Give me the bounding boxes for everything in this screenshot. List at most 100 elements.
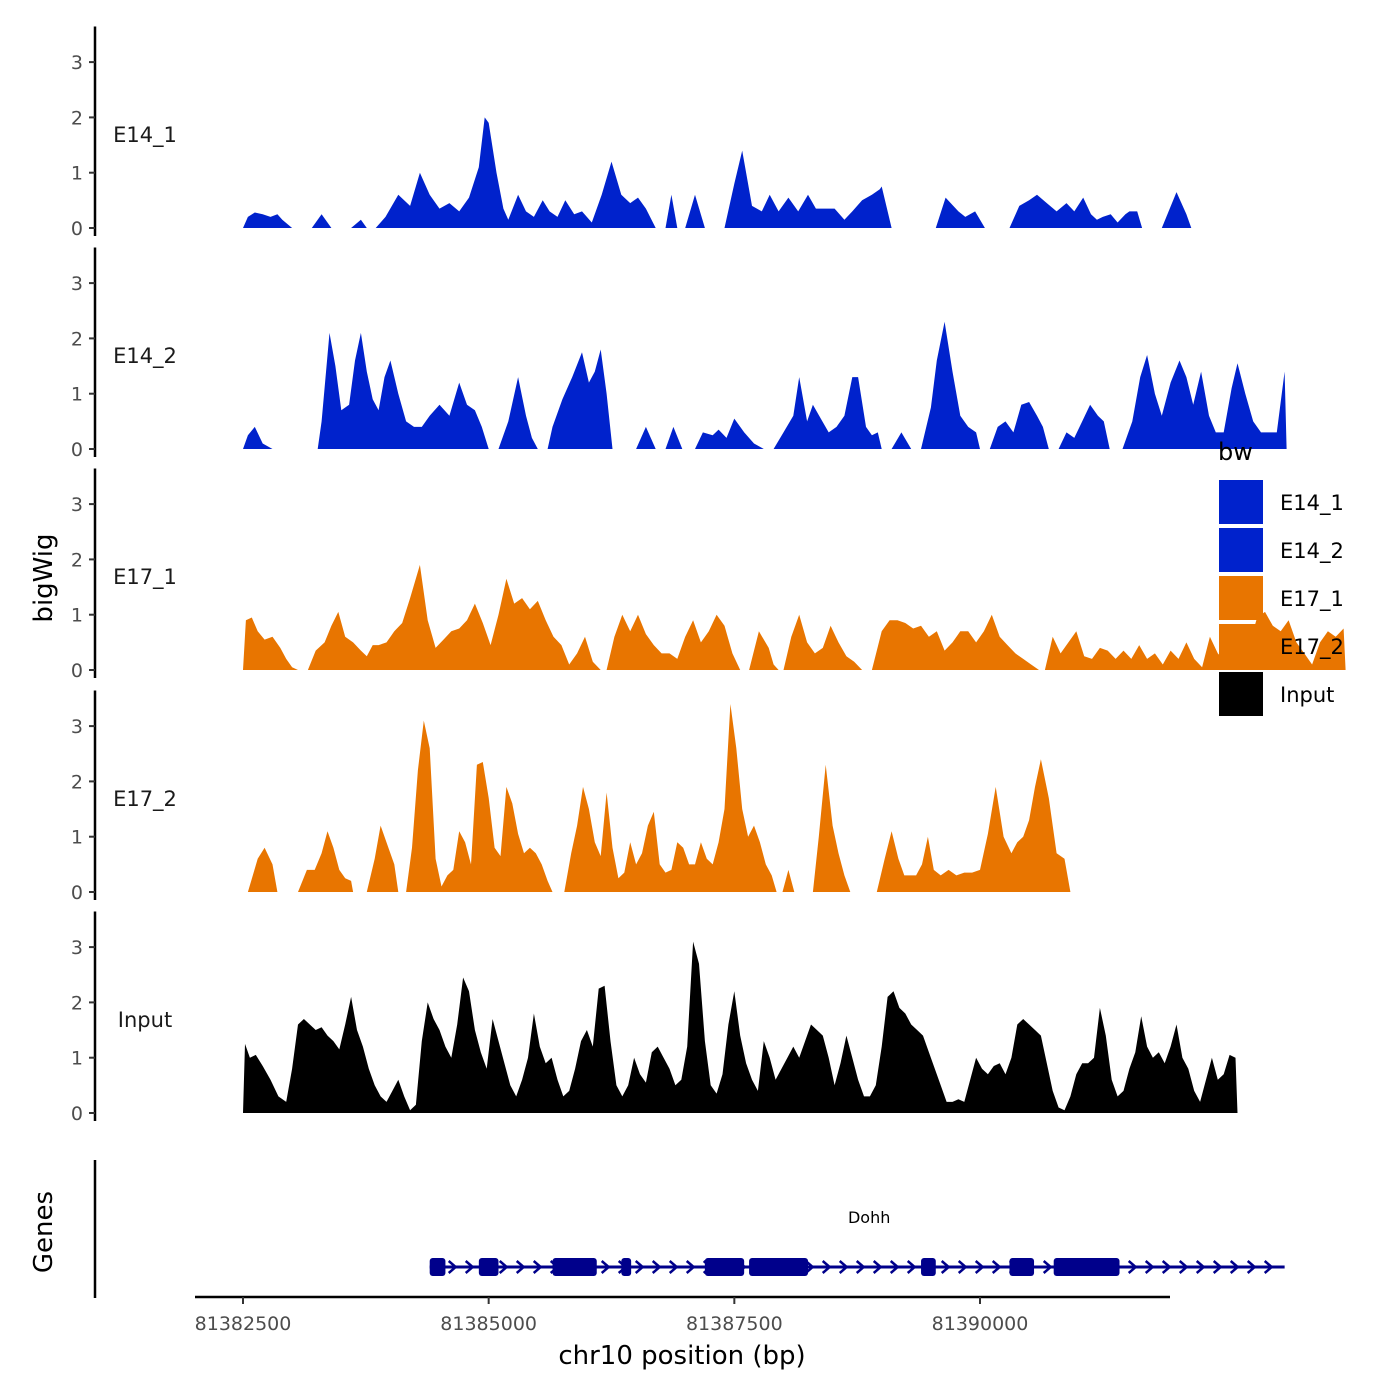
coverage-area [298, 831, 354, 892]
coverage-area [783, 614, 863, 670]
legend-label: E14_1 [1280, 491, 1344, 516]
genes-layer: Dohh [93, 1160, 1285, 1298]
coverage-area [351, 219, 367, 228]
strand-arrow [872, 1260, 883, 1274]
coverage-area [636, 426, 656, 449]
y-tick-label: 3 [71, 937, 83, 959]
coverage-area [891, 432, 912, 449]
legend-label: E14_2 [1280, 539, 1344, 564]
strand-arrow [651, 1260, 662, 1274]
coverage-area [375, 117, 656, 228]
strand-arrow [957, 1260, 968, 1274]
coverage-area [876, 759, 1071, 892]
y-tick-label: 3 [71, 273, 83, 295]
legend-swatch [1219, 672, 1263, 716]
strand-arrow [464, 1260, 475, 1274]
y-axis-title: bigWig [29, 533, 59, 622]
coverage-area [1058, 404, 1110, 449]
strand-arrow [600, 1260, 611, 1274]
track-label: E17_2 [113, 787, 177, 812]
legend-swatch [1219, 528, 1263, 572]
coverage-area [311, 214, 332, 228]
y-tick-label: 3 [71, 52, 83, 74]
legend-swatch [1219, 480, 1263, 524]
y-tick-label: 2 [71, 771, 83, 793]
track-e14-2: 0 1 2 3 E14_2 [71, 247, 1287, 461]
strand-arrow [1195, 1260, 1206, 1274]
x-tick-label: 81387500 [686, 1313, 783, 1335]
x-axis: 81382500 81385000 81387500 81390000 [195, 1295, 1170, 1335]
coverage-area [243, 941, 1238, 1113]
genes-axis-title: Genes [29, 1191, 59, 1273]
coverage-area [871, 614, 1039, 670]
exon [921, 1258, 936, 1276]
x-tick-label: 81382500 [195, 1313, 292, 1335]
legend-label: E17_2 [1280, 635, 1344, 660]
legend-item: E17_2 [1219, 624, 1344, 668]
coverage-area [564, 704, 777, 892]
y-tick-label: 1 [71, 605, 83, 627]
strand-arrow [991, 1260, 1002, 1274]
exon [1009, 1258, 1035, 1276]
coverage-area [606, 614, 741, 670]
exon [429, 1258, 446, 1276]
legend-item: E17_1 [1219, 576, 1344, 620]
strand-arrow [685, 1260, 696, 1274]
exon [552, 1258, 597, 1276]
coverage-area [1122, 355, 1287, 449]
legend: bw E14_1 E14_2 E17_1 E17_2 Input [1218, 438, 1344, 716]
strand-arrow [1178, 1260, 1189, 1274]
strand-arrow [1212, 1260, 1223, 1274]
strand-arrow [889, 1260, 900, 1274]
exon [749, 1258, 809, 1276]
y-tick-label: 1 [71, 827, 83, 849]
legend-item: Input [1219, 672, 1334, 716]
coverage-area [773, 377, 882, 449]
y-tick-label: 1 [71, 384, 83, 406]
strand-arrow [940, 1260, 951, 1274]
strand-arrow [1229, 1260, 1240, 1274]
track-label: E17_1 [113, 565, 177, 590]
coverage-area [317, 332, 489, 449]
coverage-area [243, 617, 298, 670]
strand-arrow [1246, 1260, 1257, 1274]
tracks-layer: 0 1 2 3 E14_1 0 1 2 3 E14_2 0 1 2 3 E17_1 0 1 2 3 E17_2 0 1 2 3… [71, 26, 1346, 1125]
coverage-area [695, 418, 764, 449]
coverage-area [366, 825, 399, 892]
coverage-area [547, 349, 613, 449]
x-tick-label: 81390000 [932, 1313, 1029, 1335]
track-e17-2: 0 1 2 3 E17_2 [71, 690, 1071, 904]
strand-arrow [532, 1260, 543, 1274]
x-axis-title: chr10 position (bp) [558, 1341, 805, 1371]
y-tick-label: 1 [71, 1048, 83, 1070]
y-tick-label: 2 [71, 107, 83, 129]
y-tick-label: 2 [71, 328, 83, 350]
y-tick-label: 2 [71, 549, 83, 571]
y-tick-label: 3 [71, 494, 83, 516]
y-tick-label: 0 [71, 1103, 83, 1125]
coverage-area [243, 212, 293, 228]
y-tick-label: 0 [71, 439, 83, 461]
track-label: E14_1 [113, 123, 177, 148]
gene-label: Dohh [848, 1208, 890, 1227]
track-label: Input [118, 1008, 172, 1032]
y-tick-label: 0 [71, 218, 83, 240]
coverage-area [1161, 192, 1192, 228]
strand-arrow [498, 1260, 509, 1274]
y-tick-label: 2 [71, 992, 83, 1014]
strand-arrow [804, 1260, 815, 1274]
coverage-area [935, 197, 985, 228]
legend-swatch [1219, 624, 1263, 668]
legend-item: E14_2 [1219, 528, 1344, 572]
y-tick-label: 1 [71, 163, 83, 185]
coverage-area [782, 869, 795, 892]
strand-arrow [821, 1260, 832, 1274]
strand-arrow [1263, 1260, 1274, 1274]
track-e17-1: 0 1 2 3 E17_1 [71, 468, 1346, 682]
coverage-area [243, 426, 273, 449]
track-input: 0 1 2 3 Input [71, 911, 1238, 1125]
exon [621, 1258, 632, 1276]
gene-dohh: Dohh [429, 1208, 1285, 1276]
